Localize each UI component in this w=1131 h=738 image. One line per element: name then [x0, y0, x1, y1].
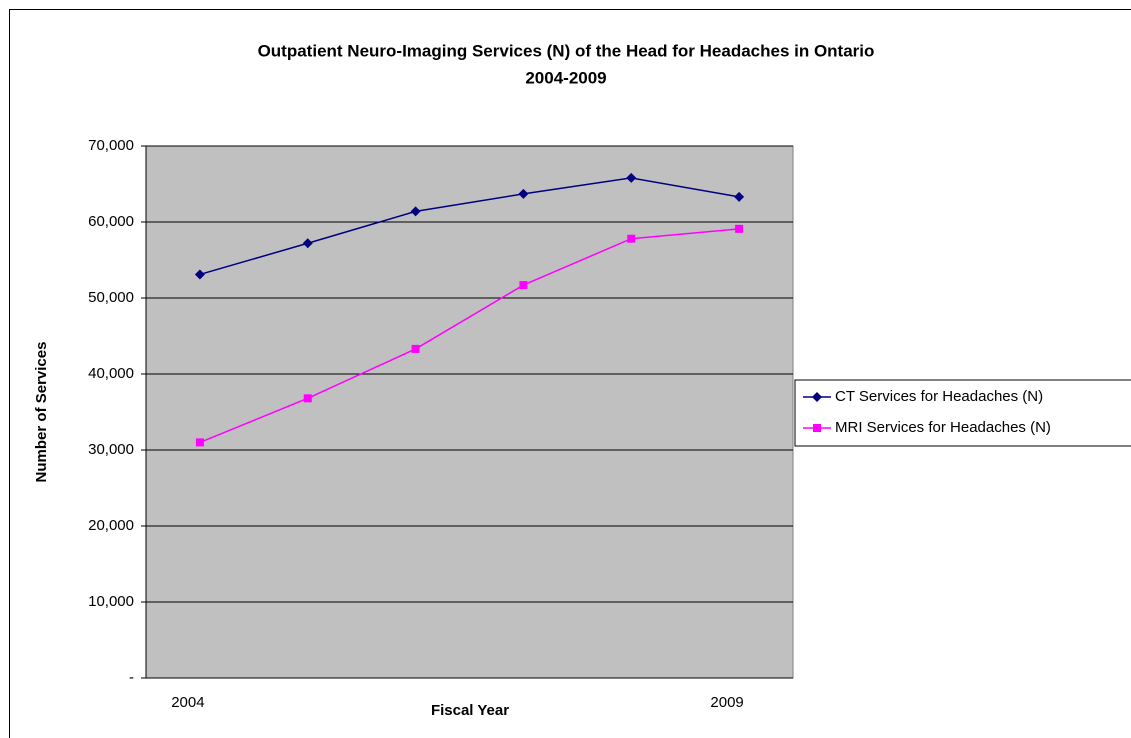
marker	[734, 191, 745, 202]
marker	[812, 392, 822, 402]
series-line	[199, 177, 740, 276]
marker	[303, 394, 312, 403]
y-tick-label: 30,000	[88, 441, 134, 458]
x-tick-label: 2004	[171, 694, 204, 711]
marker	[194, 269, 205, 280]
chart-subtitle: 2004-2009	[525, 68, 606, 87]
x-axis-label: Fiscal Year	[431, 702, 509, 719]
y-tick-label: 20,000	[88, 517, 134, 534]
marker	[518, 188, 529, 199]
y-tick-label: 10,000	[88, 593, 134, 610]
marker	[735, 224, 744, 233]
marker	[626, 172, 637, 183]
y-tick-label: 50,000	[88, 289, 134, 306]
marker	[519, 281, 528, 290]
x-tick-label: 2009	[710, 694, 743, 711]
series-line	[199, 228, 740, 444]
marker	[195, 438, 204, 447]
marker	[813, 424, 821, 432]
y-axis-label: Number of Services	[33, 342, 50, 483]
marker	[627, 234, 636, 243]
legend-box	[794, 379, 1131, 447]
plot-area	[145, 145, 794, 679]
y-tick-label: 60,000	[88, 213, 134, 230]
marker	[411, 344, 420, 353]
marker	[302, 238, 313, 249]
y-tick-label: 70,000	[88, 137, 134, 154]
marker	[410, 206, 421, 217]
y-tick-label: -	[129, 669, 134, 686]
legend-label: MRI Services for Headaches (N)	[835, 419, 1051, 436]
y-tick-label: 40,000	[88, 365, 134, 382]
chart-title: Outpatient Neuro-Imaging Services (N) of…	[258, 41, 875, 60]
legend-label: CT Services for Headaches (N)	[835, 388, 1043, 405]
